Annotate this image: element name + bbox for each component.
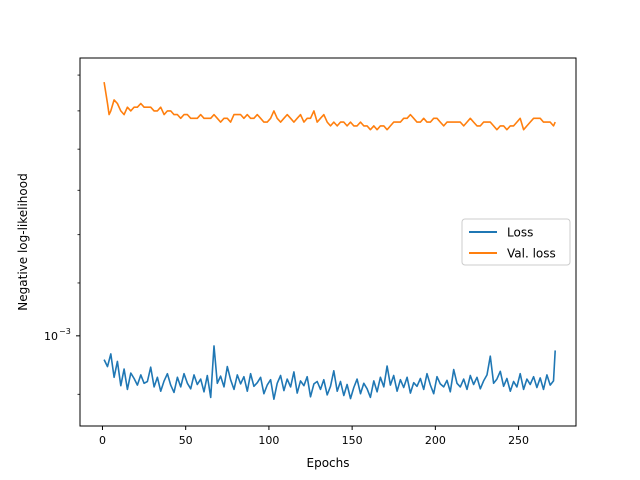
x-tick-label: 200 (425, 434, 446, 447)
legend-label-val-loss: Val. loss (507, 247, 556, 261)
y-tick-label: 10 (44, 330, 58, 343)
series-line-val-loss (103, 81, 556, 131)
y-tick-label-exponent: −3 (59, 327, 71, 336)
x-tick-label: 250 (508, 434, 529, 447)
legend-label-loss: Loss (507, 226, 533, 240)
x-tick-label: 100 (258, 434, 279, 447)
y-axis: 10 −3 (44, 327, 80, 343)
legend: Loss Val. loss (461, 218, 571, 266)
series-layer (103, 81, 556, 401)
x-axis-label: Epochs (307, 456, 350, 470)
x-tick-label: 50 (179, 434, 193, 447)
y-axis-label: Negative log-likelihood (16, 173, 30, 310)
series-line-loss (103, 345, 556, 401)
y-axis-minor-ticks (77, 74, 80, 395)
x-tick-label: 0 (99, 434, 106, 447)
x-axis: 0 50 100 150 200 250 (99, 426, 529, 447)
x-tick-label: 150 (342, 434, 363, 447)
plot-frame (79, 57, 577, 427)
